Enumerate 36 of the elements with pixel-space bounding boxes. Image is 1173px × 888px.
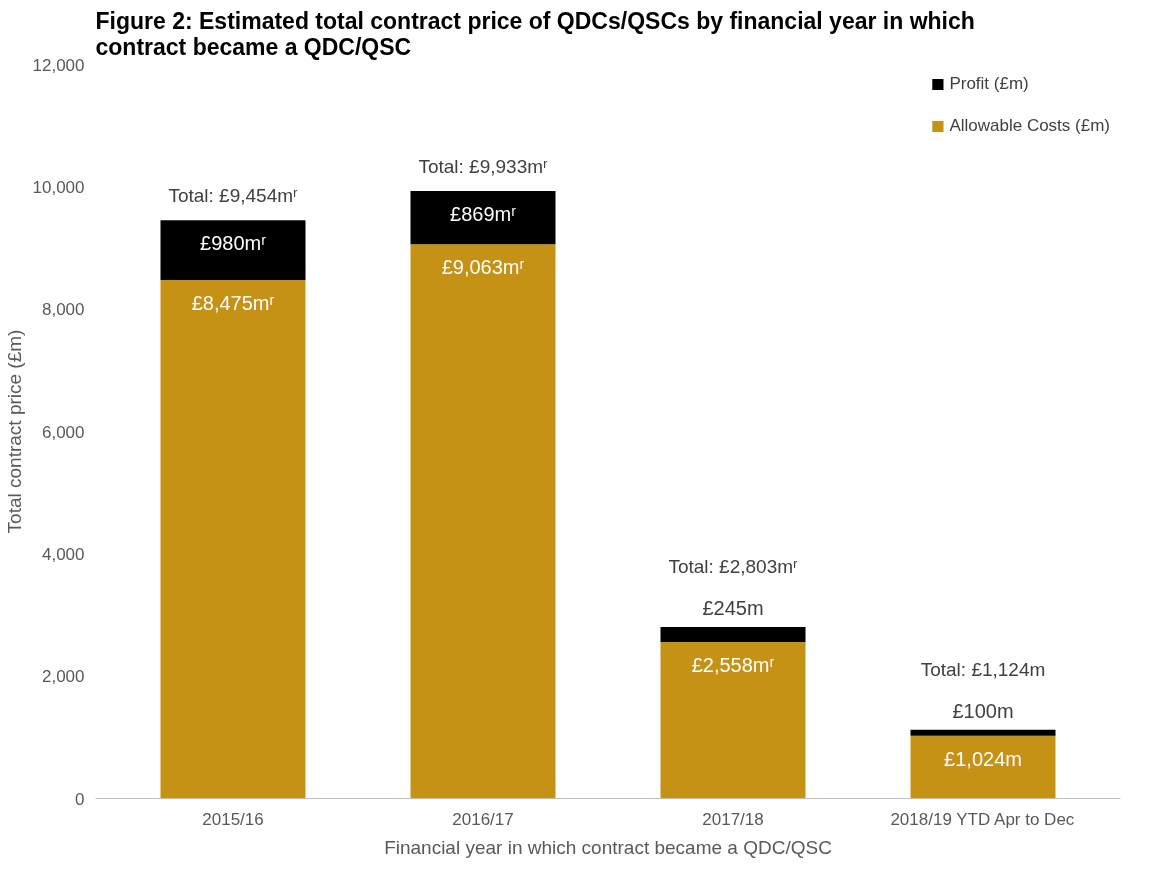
y-tick-label: 6,000 (41, 422, 85, 442)
chart-title: Figure 2: Estimated total contract price of QDCs/QSCs by financial year in which contract became a QDC/QSC (95, 7, 975, 60)
x-tick-label: 2018/19 YTD Apr to Dec (890, 809, 1075, 829)
bar (410, 190, 556, 245)
data-label: £2,558mʳ (691, 654, 775, 677)
y-tick-label: 0 (75, 789, 85, 809)
total-label: Total: £9,933mʳ (418, 155, 549, 177)
bar (410, 244, 556, 799)
data-label: £869mʳ (450, 202, 517, 225)
total-label: Total: £2,803mʳ (668, 556, 799, 578)
x-axis-title: Financial year in which contract became a QDC/QSC (384, 836, 832, 858)
y-tick-label: 2,000 (41, 667, 85, 687)
y-tick-label: 8,000 (41, 300, 85, 320)
y-tick-label: 4,000 (41, 544, 85, 564)
x-tick-label: 2016/17 (452, 809, 514, 829)
data-label: £980mʳ (200, 232, 267, 255)
bar (910, 729, 1056, 736)
bar (160, 280, 306, 799)
data-label: £245m (702, 597, 764, 620)
data-label: £1,024m (944, 747, 1022, 770)
y-tick-label: 10,000 (32, 177, 85, 197)
bar (910, 735, 1056, 799)
data-label: £100m (952, 699, 1014, 722)
bar (660, 627, 806, 643)
x-tick-label: 2015/16 (202, 809, 264, 829)
bar (660, 642, 806, 799)
total-label: Total: £9,454mʳ (168, 185, 299, 207)
data-label: £9,063mʳ (441, 256, 525, 279)
total-label: Total: £1,124m (920, 658, 1046, 680)
y-axis-title: Total contract price (£m) (3, 329, 25, 534)
bar (160, 220, 306, 281)
legend-label: Allowable Costs (£m) (949, 116, 1110, 136)
y-tick-label: 12,000 (32, 55, 85, 75)
x-tick-label: 2017/18 (702, 809, 764, 829)
data-label: £8,475mʳ (191, 292, 275, 315)
legend-label: Profit (£m) (949, 74, 1029, 94)
